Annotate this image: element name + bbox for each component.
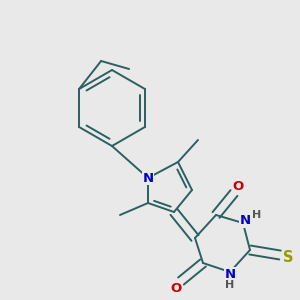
Text: S: S xyxy=(283,250,293,265)
Text: O: O xyxy=(232,179,244,193)
Text: H: H xyxy=(252,210,262,220)
Text: N: N xyxy=(142,172,154,184)
Text: N: N xyxy=(239,214,250,227)
Text: O: O xyxy=(170,281,182,295)
Text: N: N xyxy=(224,268,236,281)
Text: H: H xyxy=(225,280,235,290)
